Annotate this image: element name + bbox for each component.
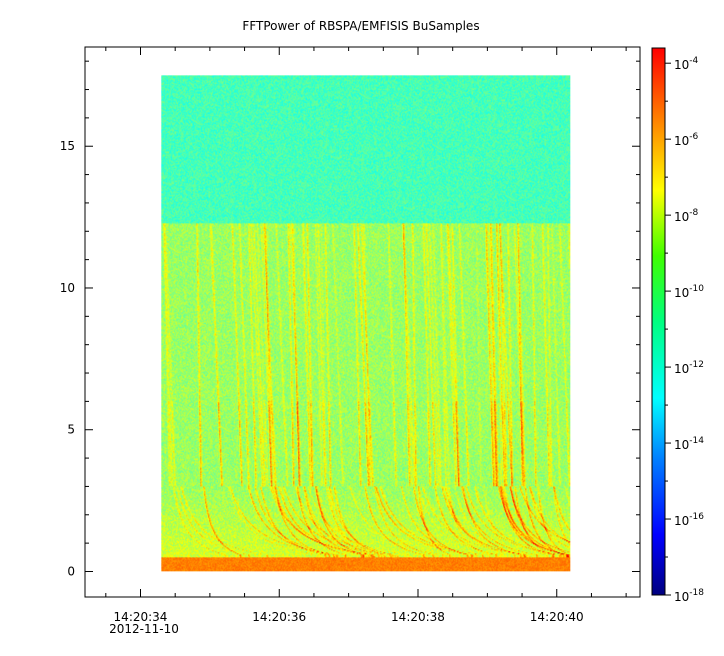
spectrogram-image [161, 75, 571, 572]
chart-title: FFTPower of RBSPA/EMFISIS BuSamples [242, 19, 479, 33]
colorbar-tick-label: 10-4 [674, 56, 699, 72]
colorbar-tick-label: 10-12 [674, 360, 704, 376]
y-tick-label: 10 [60, 281, 75, 295]
colorbar-tick-label: 10-10 [674, 284, 704, 300]
colorbar-tick-label: 10-6 [674, 132, 699, 148]
colorbar-tick-label: 10-14 [674, 436, 704, 452]
x-tick-label: 14:20:40 [530, 610, 584, 624]
x-tick-label: 14:20:36 [252, 610, 306, 624]
spectrogram-raster [161, 75, 571, 572]
colorbar [651, 47, 666, 596]
x-tick-label: 14:20:38 [391, 610, 445, 624]
y-tick-label: 15 [60, 139, 75, 153]
x-date-label: 2012-11-10 [109, 622, 179, 636]
y-tick-label: 0 [67, 564, 75, 578]
colorbar-tick-label: 10-16 [674, 512, 704, 528]
y-axis: 0 5 10 15 [60, 60, 640, 578]
x-axis: 14:20:34 14:20:36 14:20:38 14:20:40 [105, 47, 627, 624]
colorbar-tick-label: 10-8 [674, 208, 699, 224]
y-tick-label: 5 [67, 423, 75, 437]
colorbar-tick-label: 10-18 [674, 588, 704, 604]
colorbar-axis: 10-4 10-6 10-8 10-10 10-12 10-14 10-16 10-18 [665, 56, 704, 604]
x-tick-label: 14:20:34 [114, 610, 168, 624]
